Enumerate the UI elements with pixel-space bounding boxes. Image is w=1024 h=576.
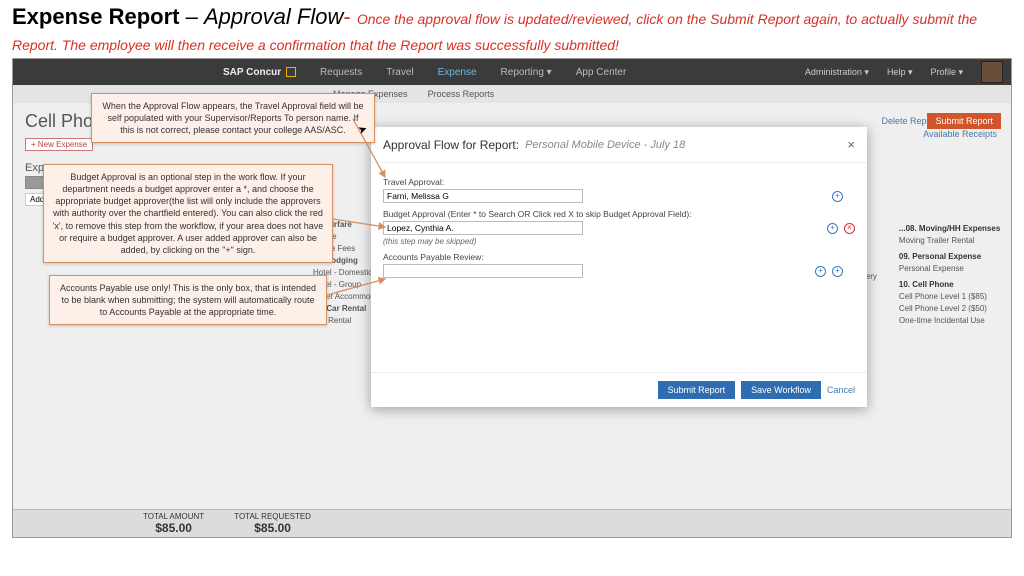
skip-note: (this step may be skipped) — [383, 237, 855, 246]
nav-expense[interactable]: Expense — [426, 67, 489, 78]
admin-menu[interactable]: Administration ▾ — [805, 67, 869, 78]
subnav-process[interactable]: Process Reports — [428, 89, 495, 99]
budget-approval-label: Budget Approval (Enter * to Search OR Cl… — [383, 209, 855, 219]
add-ap-icon-2[interactable]: + — [832, 266, 843, 277]
budget-approval-input[interactable] — [383, 221, 583, 235]
nav-reporting[interactable]: Reporting ▾ — [489, 67, 564, 78]
ap-review-input[interactable] — [383, 264, 583, 278]
slide-title: Expense Report – Approval Flow- Once the… — [0, 0, 1024, 56]
remove-budget-icon[interactable]: × — [844, 223, 855, 234]
modal-report-name: Personal Mobile Device - July 18 — [525, 139, 685, 151]
concur-square-icon — [286, 67, 296, 77]
modal-save-button[interactable]: Save Workflow — [741, 381, 821, 399]
add-approver-icon[interactable]: + — [832, 191, 843, 202]
approval-flow-modal: Approval Flow for Report: Personal Mobil… — [371, 127, 867, 407]
modal-title: Approval Flow for Report: — [383, 138, 519, 152]
brand-logo[interactable]: SAP Concur — [223, 67, 296, 78]
nav-travel[interactable]: Travel — [374, 67, 425, 78]
travel-approval-label: Travel Approval: — [383, 177, 855, 187]
callout-travel: When the Approval Flow appears, the Trav… — [91, 93, 375, 143]
help-menu[interactable]: Help ▾ — [887, 67, 913, 78]
callout-ap: Accounts Payable use only! This is the o… — [49, 275, 327, 325]
travel-approval-input[interactable] — [383, 189, 583, 203]
app-screenshot: SAP Concur Requests Travel Expense Repor… — [12, 58, 1012, 538]
nav-requests[interactable]: Requests — [308, 67, 374, 78]
add-budget-icon[interactable]: + — [827, 223, 838, 234]
submit-report-button[interactable]: Submit Report — [927, 113, 1001, 129]
nav-appcenter[interactable]: App Center — [564, 67, 639, 78]
close-icon[interactable]: × — [847, 137, 855, 152]
profile-menu[interactable]: Profile ▾ — [930, 67, 963, 78]
modal-cancel-button[interactable]: Cancel — [827, 385, 855, 395]
avatar[interactable] — [981, 61, 1003, 83]
modal-submit-button[interactable]: Submit Report — [658, 381, 736, 399]
top-nav: SAP Concur Requests Travel Expense Repor… — [13, 59, 1011, 85]
add-ap-icon-1[interactable]: + — [815, 266, 826, 277]
ap-review-label: Accounts Payable Review: — [383, 252, 855, 262]
totals-bar: TOTAL AMOUNT$85.00 TOTAL REQUESTED$85.00 — [13, 509, 1011, 537]
available-receipts-link[interactable]: Available Receipts — [923, 129, 997, 139]
callout-budget: Budget Approval is an optional step in t… — [43, 164, 333, 263]
new-expense-button[interactable]: + New Expense — [25, 138, 93, 151]
